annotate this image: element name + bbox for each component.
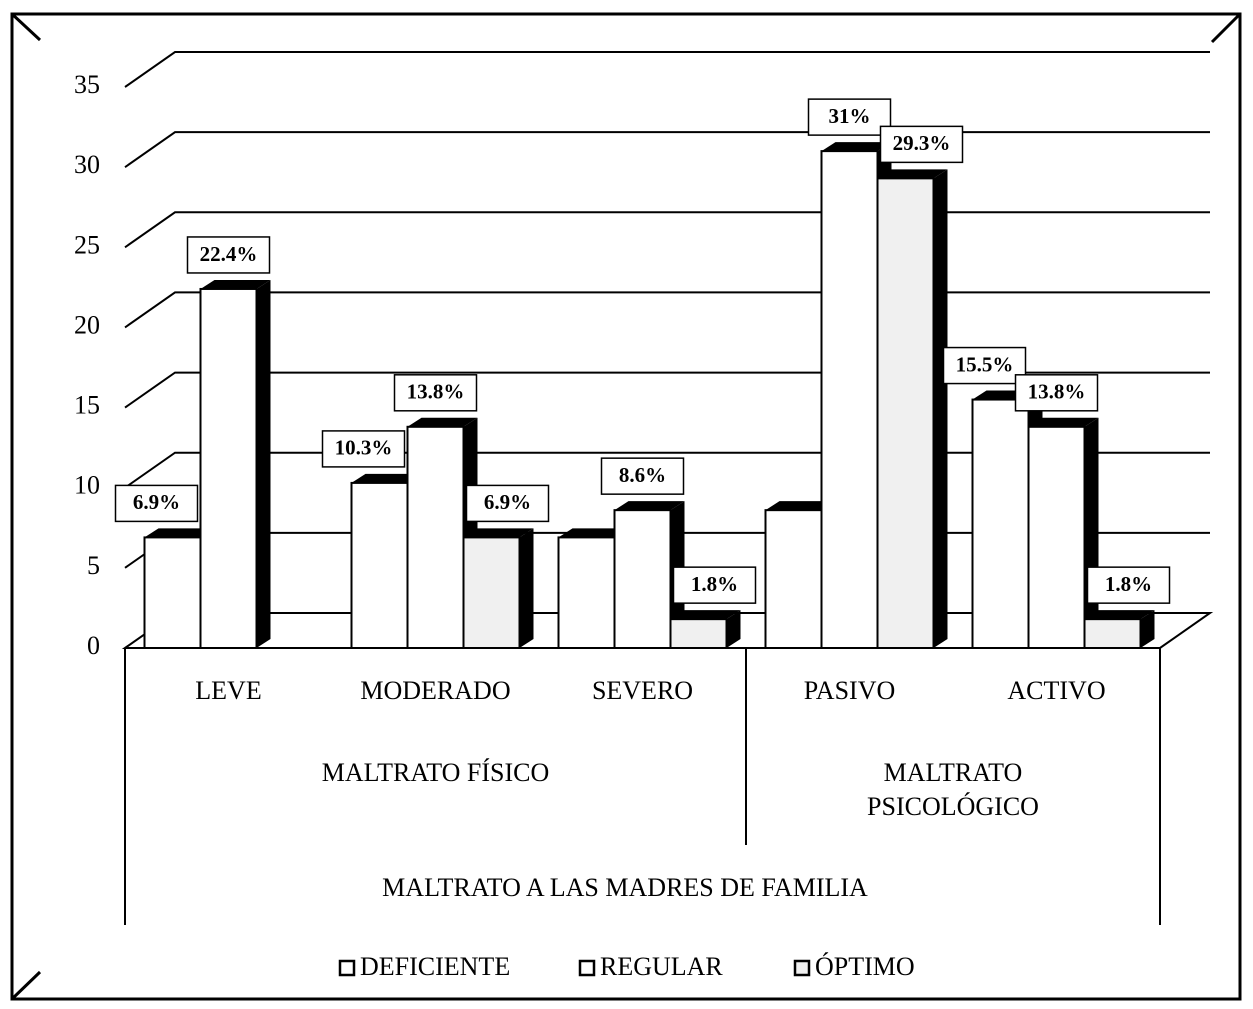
bar-side [519, 528, 534, 648]
data-label-box [186, 236, 271, 274]
bar-front [764, 509, 823, 650]
x-tick-label: PASIVO [804, 676, 896, 705]
bar-side [933, 169, 948, 648]
bar-top [670, 610, 741, 620]
legend-label: ÓPTIMO [815, 952, 915, 981]
legend-swatch [578, 959, 596, 977]
bar-front [971, 398, 1030, 649]
data-label: 22.4% [200, 242, 258, 266]
bar [669, 610, 741, 649]
y-tick-label: 0 [87, 631, 100, 660]
frame-corner [10, 12, 42, 42]
data-label: 13.8% [1028, 380, 1086, 404]
data-label-box [321, 430, 406, 468]
group-label-line: PSICOLÓGICO [867, 792, 1039, 821]
bar-front [820, 150, 879, 649]
bar-front [876, 177, 935, 649]
bar-top [765, 501, 836, 511]
bar-side [1140, 610, 1155, 648]
data-label-box [807, 98, 892, 136]
y-tick-label: 35 [74, 70, 100, 99]
x-tick-label: MODERADO [360, 676, 510, 705]
bar-front [350, 481, 409, 649]
y-tick-label: 5 [87, 551, 100, 580]
y-tick-label: 10 [74, 471, 100, 500]
bar-front [1027, 425, 1086, 650]
data-label-box [672, 566, 757, 604]
data-label: 6.9% [133, 490, 180, 514]
data-label: 1.8% [691, 572, 738, 596]
bar [1083, 610, 1155, 649]
data-label-box [393, 374, 478, 412]
data-label-box [465, 484, 550, 523]
grid-line [124, 131, 1210, 168]
data-label: 8.6% [619, 463, 666, 487]
bar-front [143, 536, 202, 649]
grid-line [124, 211, 1210, 249]
bar-top [558, 528, 629, 538]
y-tick-label: 30 [74, 150, 100, 179]
bar-front [669, 618, 728, 649]
legend-label: REGULAR [600, 952, 723, 981]
bar-top [1028, 417, 1099, 427]
y-tick-label: 20 [74, 310, 100, 339]
y-tick-label: 15 [74, 391, 100, 420]
bar-top [1084, 610, 1155, 620]
data-label: 13.8% [407, 380, 465, 404]
bar-front [1083, 618, 1142, 649]
bar-top [144, 528, 215, 538]
frame-corner [10, 970, 42, 1001]
data-label: 1.8% [1105, 572, 1152, 596]
bar-top [407, 417, 478, 427]
bar-front [406, 425, 465, 650]
data-label-box [600, 457, 685, 495]
data-label-box [942, 346, 1027, 385]
bar [462, 528, 534, 649]
data-label-box [114, 484, 199, 523]
data-label-box [879, 125, 964, 164]
bar-front [557, 536, 616, 649]
y-tick-label: 25 [74, 230, 100, 259]
data-label: 15.5% [956, 352, 1014, 376]
group-label-line: MALTRATO [884, 758, 1023, 787]
bar [1027, 417, 1099, 650]
group-label: MALTRATO FÍSICO [322, 758, 550, 787]
data-label: 6.9% [484, 490, 531, 514]
grid-line [124, 51, 1210, 88]
grid-line [124, 291, 1210, 329]
data-label: 10.3% [335, 436, 393, 460]
bar-top [463, 528, 534, 538]
x-tick-label: ACTIVO [1007, 676, 1105, 705]
legend-label: DEFICIENTE [360, 952, 510, 981]
bar-top [351, 473, 422, 483]
bar [876, 169, 948, 649]
data-label-box [1086, 566, 1171, 604]
x-tick-label: LEVE [195, 676, 261, 705]
bar-front [613, 509, 672, 650]
data-label: 31% [829, 104, 871, 128]
bar [199, 279, 271, 649]
frame [10, 12, 1242, 1001]
frame-corner [1210, 12, 1242, 44]
bar-side [726, 610, 741, 648]
bar-front [462, 536, 521, 649]
legend-swatch [338, 959, 356, 977]
bar-top [821, 142, 892, 152]
data-label-box [1014, 374, 1099, 412]
bar-front [199, 287, 258, 649]
legend-swatch [793, 959, 811, 977]
x-axis-title: MALTRATO A LAS MADRES DE FAMILIA [382, 873, 868, 902]
bar-top [200, 279, 271, 289]
bar-top [877, 169, 948, 179]
x-tick-label: SEVERO [592, 676, 693, 705]
bar-side [256, 279, 271, 648]
bar-top [614, 501, 685, 511]
group-label: MALTRATO PSICOLÓGICO [867, 758, 1039, 821]
data-label: 29.3% [893, 131, 951, 155]
